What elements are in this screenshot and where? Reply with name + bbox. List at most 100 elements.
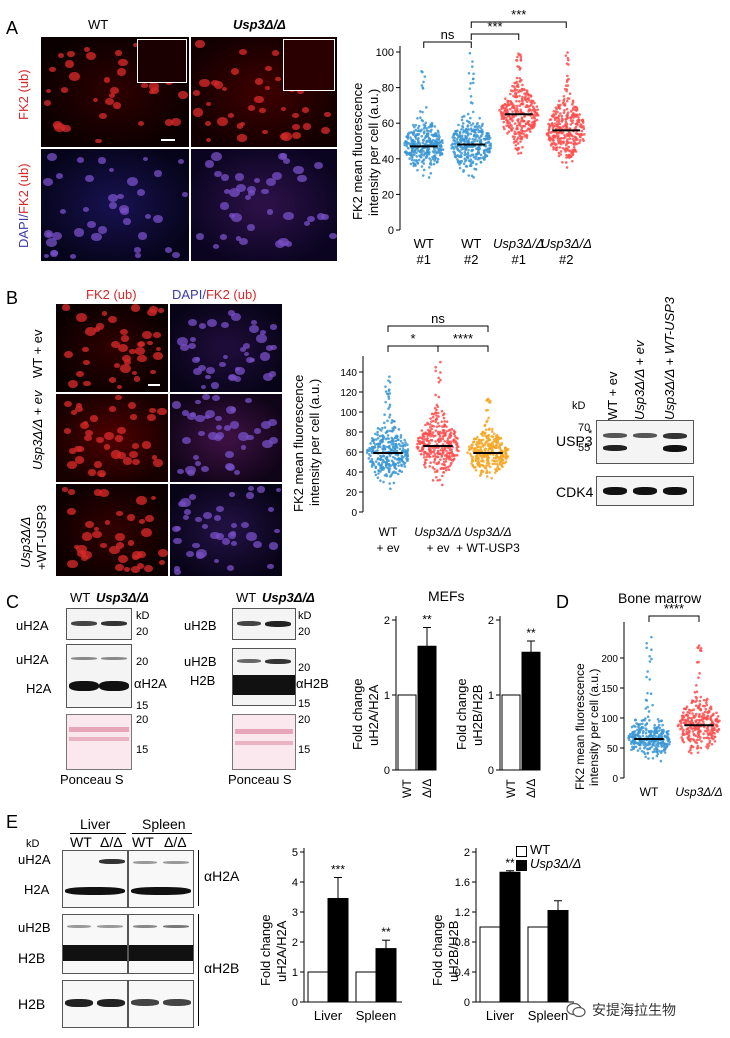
bar [527,926,549,1003]
data-point [442,434,446,437]
e-legend-mut: Usp3Δ/Δ [530,856,582,871]
data-point [644,707,648,710]
data-point [511,104,515,108]
data-point [434,369,437,373]
nucleus [259,330,267,336]
band [65,887,125,895]
data-point [432,162,436,166]
data-point [638,731,641,734]
data-point [425,458,428,462]
data-point [396,453,400,457]
data-point [565,89,568,93]
nucleus [248,190,256,196]
nucleus [136,342,144,348]
nucleus [296,88,304,95]
nucleus [177,468,184,475]
data-point [403,143,407,147]
data-point [452,134,456,137]
nucleus [195,40,205,48]
data-point [483,158,486,161]
data-point [521,99,524,103]
nucleus [129,348,136,355]
data-point [415,155,419,158]
data-point [696,735,700,739]
nucleus [228,532,237,539]
data-point [571,137,575,141]
data-point [377,461,381,465]
data-point [481,438,485,442]
data-point [527,119,531,123]
c-h2a-uh2a1: uH2A [16,618,49,633]
data-point [474,153,478,156]
data-point [634,725,637,728]
data-point [685,705,689,709]
nucleus [144,565,153,572]
data-point [555,148,558,152]
data-point [435,414,438,417]
data-point [380,455,383,458]
data-point [513,89,516,92]
nucleus [149,90,155,95]
data-point [480,134,483,138]
data-point [547,128,551,132]
data-point [578,113,581,116]
data-point [640,725,644,729]
data-point [465,119,469,123]
data-point [405,153,409,156]
data-point [573,127,577,130]
data-point [433,139,437,143]
nucleus [116,193,124,200]
nucleus [91,232,102,242]
data-point [462,170,465,173]
data-point [420,165,424,168]
sig-bracket [437,345,489,352]
data-point [653,748,656,751]
data-point [487,438,491,442]
data-point [566,74,569,78]
data-point [405,458,409,461]
sig-bracket-label: ns [441,27,455,42]
data-point [650,635,653,639]
nucleus [231,523,238,529]
data-point [455,146,459,149]
band [63,945,127,961]
nucleus [200,465,210,473]
data-point [425,455,429,458]
data-point [383,426,387,429]
nucleus [136,563,145,570]
c-h2a-h2a: H2A [26,681,52,696]
data-point [471,137,474,141]
data-point [412,131,415,135]
nucleus [55,172,64,179]
nucleus [329,232,337,240]
data-point [376,449,379,452]
data-point [423,437,427,441]
e-ab-h2b: αH2B [204,960,240,976]
y-tick-label: 5 [292,847,298,859]
data-point [516,126,519,130]
data-point [658,726,662,730]
data-point [667,742,671,746]
nucleus [228,113,235,119]
data-point [531,105,535,109]
data-point [548,118,552,122]
data-point [563,136,567,139]
data-point [389,464,393,467]
band [603,433,627,438]
data-point [637,727,641,730]
data-point [405,142,409,146]
nucleus [225,451,234,459]
data-point [640,719,644,722]
data-point [408,151,411,155]
nucleus [246,532,257,541]
nucleus [205,138,212,143]
data-point [488,465,492,469]
data-point [374,460,378,463]
data-point [425,106,428,109]
data-point [487,140,491,144]
nucleus [282,158,291,165]
data-point [565,153,568,157]
data-point [661,732,665,735]
data-point [468,51,472,55]
